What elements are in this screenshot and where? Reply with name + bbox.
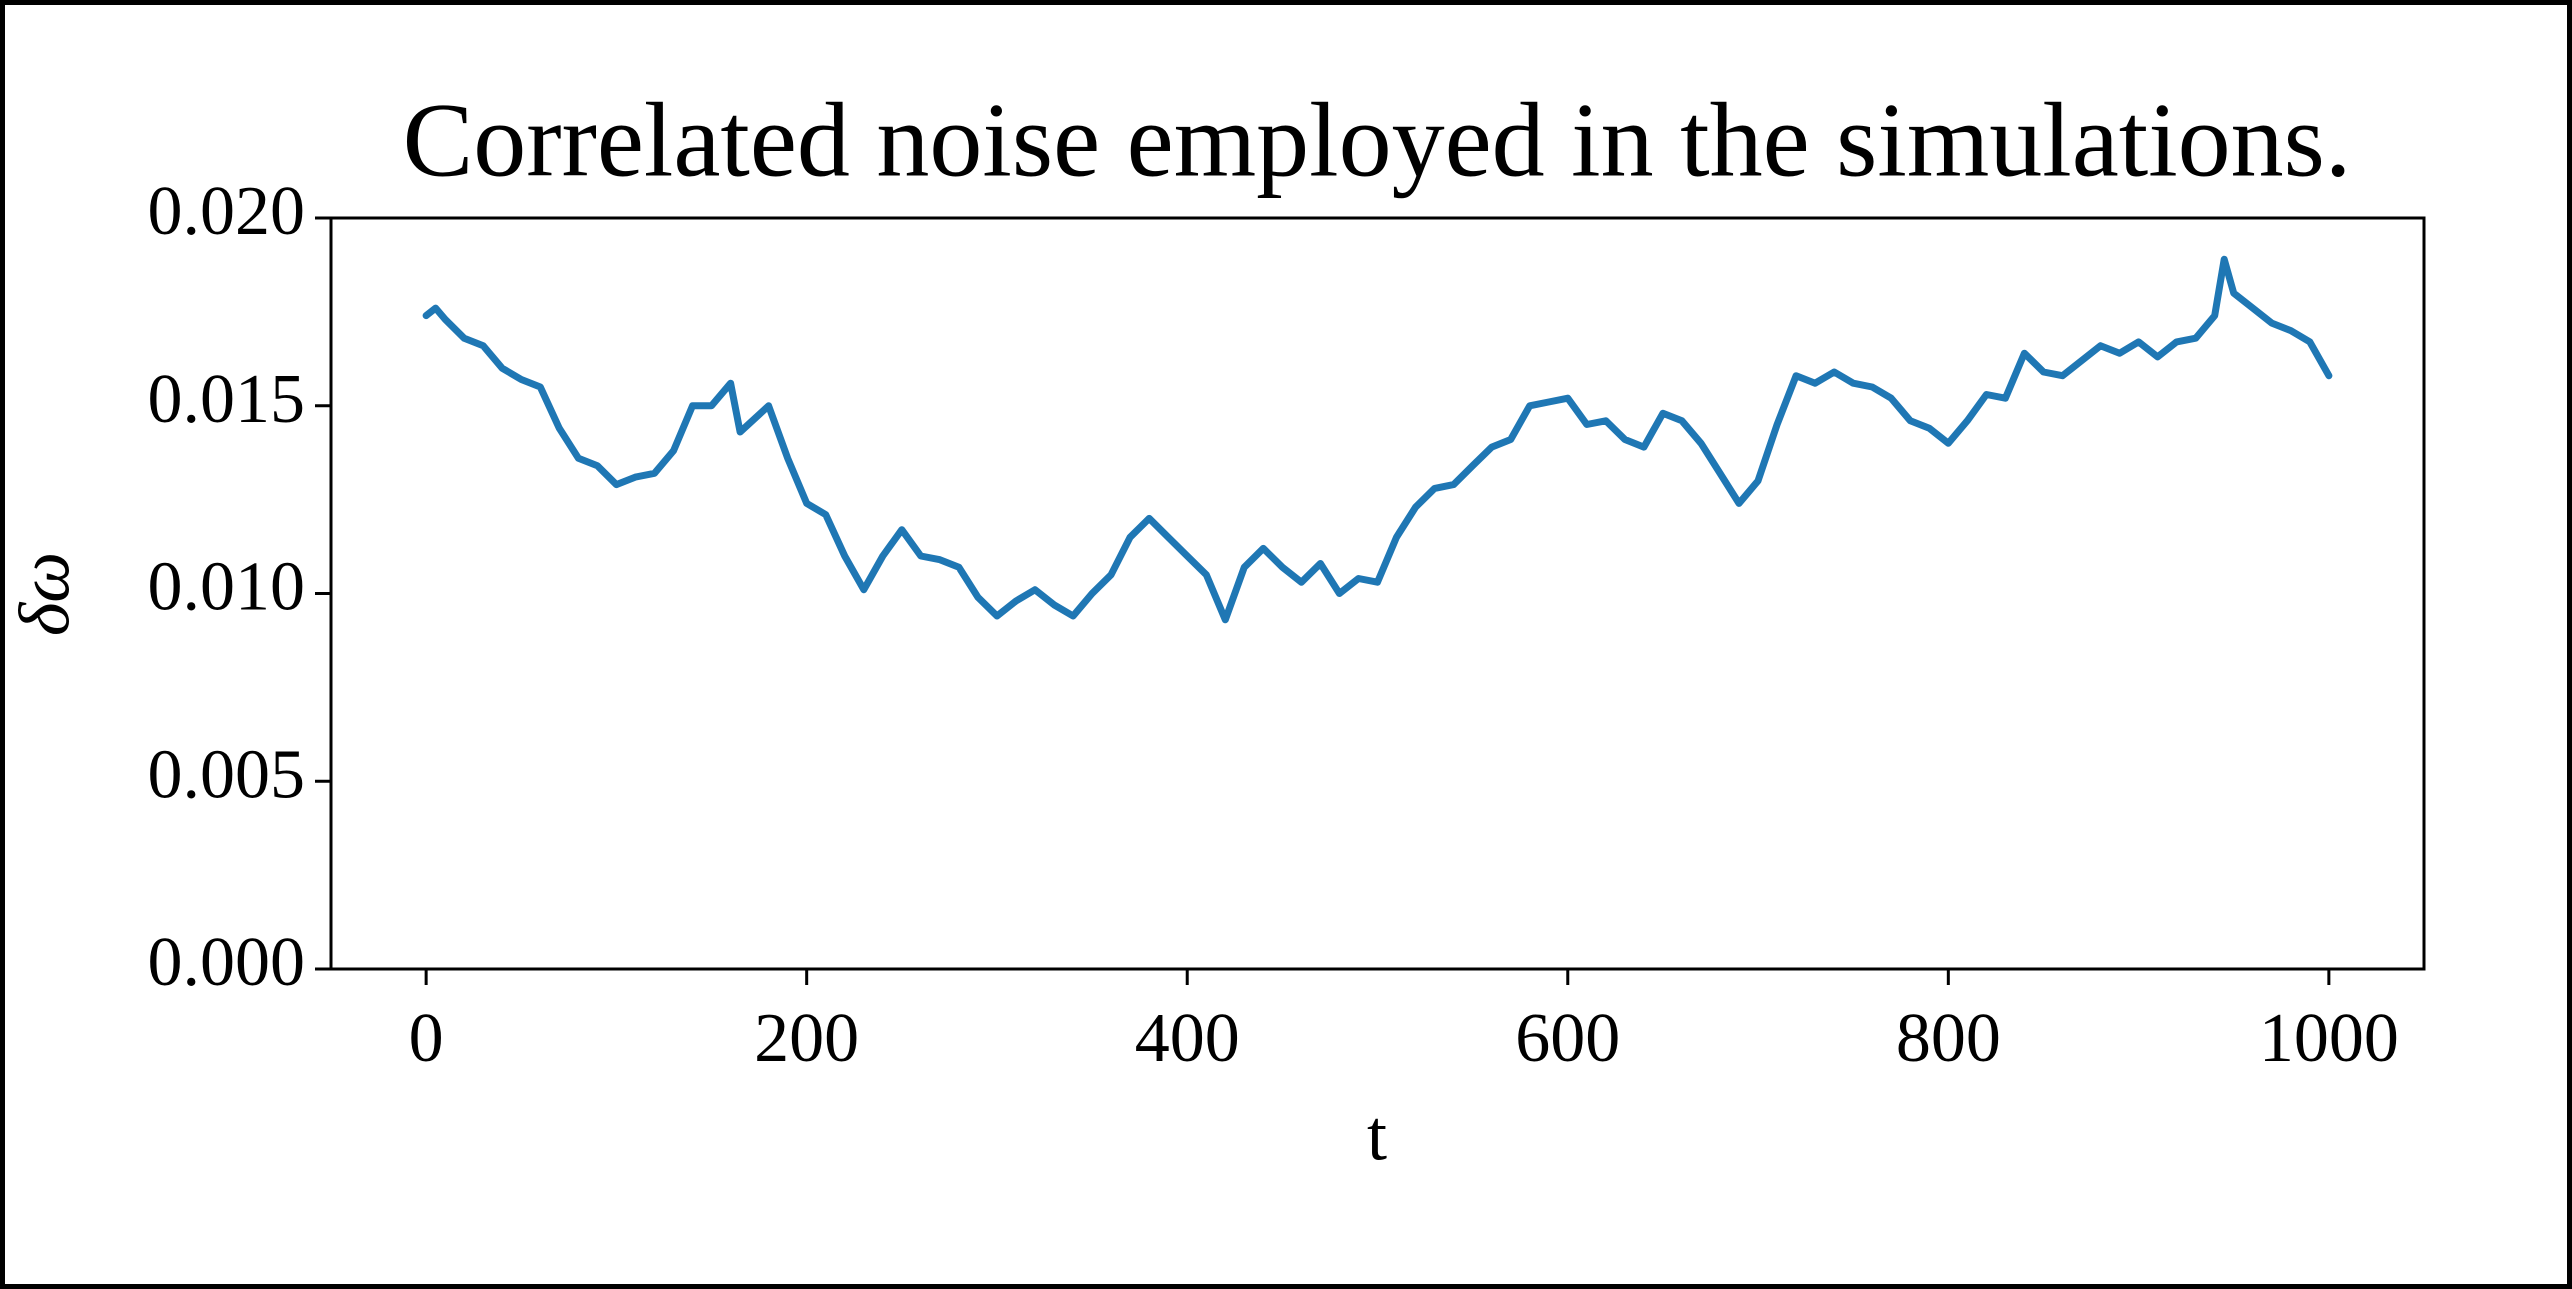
plot-frame	[329, 216, 2426, 971]
x-tick-label: 1000	[2259, 1000, 2399, 1077]
x-tick-label: 600	[1515, 1000, 1620, 1077]
x-tick-label: 200	[754, 1000, 859, 1077]
data-line	[422, 255, 2333, 624]
x-tick-label: 400	[1135, 1000, 1240, 1077]
chart-title: Correlated noise employed in the simulat…	[403, 81, 2352, 198]
x-tick-label: 800	[1896, 1000, 2001, 1077]
y-tick-label: 0.010	[148, 549, 306, 626]
y-tick-label: 0.015	[148, 361, 306, 438]
y-tick-label: 0.020	[148, 173, 306, 250]
x-tick-label: 0	[409, 1000, 444, 1077]
y-tick-label: 0.000	[148, 924, 306, 1001]
y-tick-label: 0.005	[148, 736, 306, 813]
y-axis-label: δω	[5, 552, 85, 636]
x-axis-label: t	[1367, 1096, 1387, 1176]
